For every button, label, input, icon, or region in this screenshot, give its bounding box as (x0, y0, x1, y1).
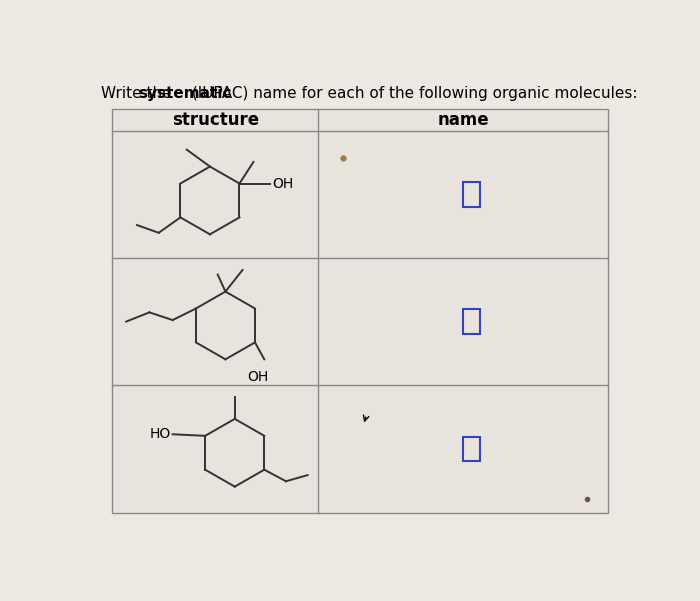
Text: name: name (438, 111, 489, 129)
Text: (IUPAC) name for each of the following organic molecules:: (IUPAC) name for each of the following o… (188, 86, 638, 101)
Text: HO: HO (150, 427, 171, 441)
Text: OH: OH (272, 177, 293, 191)
Bar (463, 182, 480, 207)
Text: Write the: Write the (102, 86, 177, 101)
Text: systematic: systematic (139, 86, 232, 101)
Bar (463, 310, 480, 334)
Text: OH: OH (248, 370, 269, 384)
Bar (463, 436, 480, 461)
Bar (112, 109, 608, 513)
Text: structure: structure (172, 111, 259, 129)
